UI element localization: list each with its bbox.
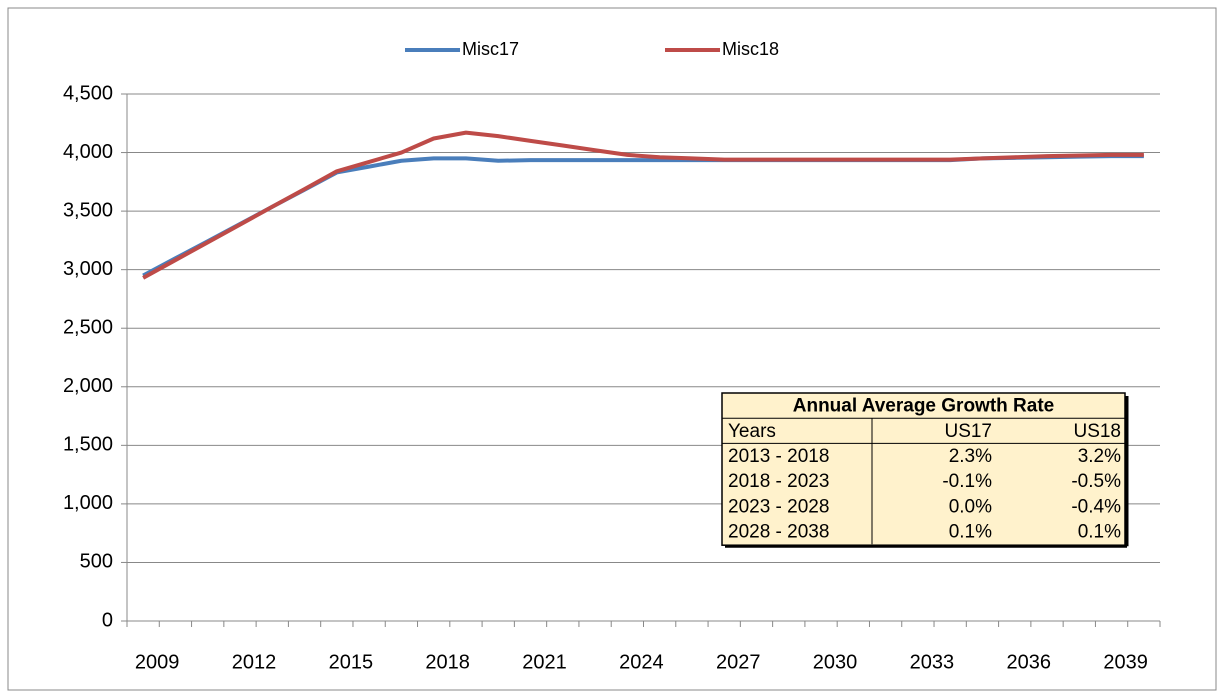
table-cell: 2.3% xyxy=(949,446,992,467)
chart-frame xyxy=(7,7,1217,691)
legend-label: Misc17 xyxy=(462,39,519,59)
series-line xyxy=(142,130,1144,280)
table-header: Years xyxy=(728,421,776,442)
x-tick-label: 2039 xyxy=(1103,651,1148,673)
table-cell: 2018 - 2023 xyxy=(728,471,829,492)
legend-label: Misc18 xyxy=(722,39,779,59)
x-tick-label: 2033 xyxy=(910,651,955,673)
table-header: US17 xyxy=(944,421,992,442)
x-tick-label: 2018 xyxy=(425,651,470,673)
table-cell: 3.2% xyxy=(1078,446,1121,467)
y-tick-label: 1,000 xyxy=(63,492,113,514)
x-tick-label: 2024 xyxy=(619,651,664,673)
table-cell: 2028 - 2038 xyxy=(728,522,829,543)
x-tick-label: 2030 xyxy=(813,651,858,673)
y-tick-label: 4,000 xyxy=(63,141,113,163)
table-cell: 2023 - 2028 xyxy=(728,496,829,517)
y-tick-label: 2,500 xyxy=(63,317,113,339)
table-cell: 0.1% xyxy=(1078,522,1121,543)
y-tick-label: 0 xyxy=(102,609,113,631)
y-tick-label: 3,500 xyxy=(63,199,113,221)
x-tick-label: 2015 xyxy=(329,651,374,673)
table-cell: 0.1% xyxy=(949,522,992,543)
table-cell: -0.5% xyxy=(1071,471,1121,492)
table-cell: 2013 - 2018 xyxy=(728,446,829,467)
table-cell: 0.0% xyxy=(949,496,992,517)
y-tick-label: 2,000 xyxy=(63,375,113,397)
table-cell: -0.4% xyxy=(1071,496,1121,517)
y-tick-label: 3,000 xyxy=(63,258,113,280)
table-title: Annual Average Growth Rate xyxy=(793,396,1054,417)
y-tick-label: 4,500 xyxy=(63,82,113,104)
table-cell: -0.1% xyxy=(942,471,992,492)
x-tick-label: 2036 xyxy=(1006,651,1051,673)
y-tick-label: 1,500 xyxy=(63,434,113,456)
x-tick-label: 2009 xyxy=(135,651,180,673)
x-tick-label: 2027 xyxy=(716,651,761,673)
table-header: US18 xyxy=(1073,421,1121,442)
x-tick-label: 2021 xyxy=(522,651,567,673)
y-tick-label: 500 xyxy=(80,551,113,573)
x-tick-label: 2012 xyxy=(232,651,277,673)
